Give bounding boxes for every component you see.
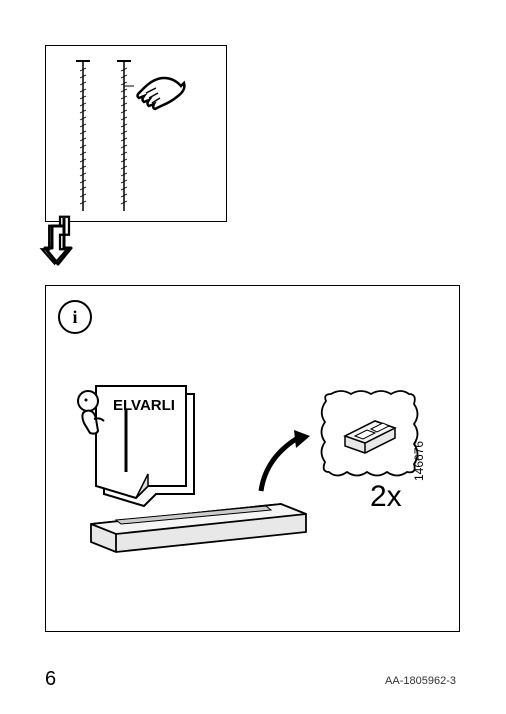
screws-illustration xyxy=(46,46,226,221)
arrow-continue-icon xyxy=(38,215,78,275)
document-id: AA-1805962-3 xyxy=(385,675,456,687)
quantity-label: 2x xyxy=(370,480,402,514)
info-illustration xyxy=(46,286,459,631)
info-icon: i xyxy=(58,300,92,334)
booklet-title: ELVARLI xyxy=(113,397,175,414)
part-number: 146676 xyxy=(412,441,426,481)
info-symbol: i xyxy=(72,307,77,328)
instruction-page: i ELVARLI 2x 146676 6 AA-1805962-3 xyxy=(0,0,506,714)
panel-info xyxy=(45,285,460,632)
page-number: 6 xyxy=(45,668,56,691)
panel-screws xyxy=(45,45,227,222)
